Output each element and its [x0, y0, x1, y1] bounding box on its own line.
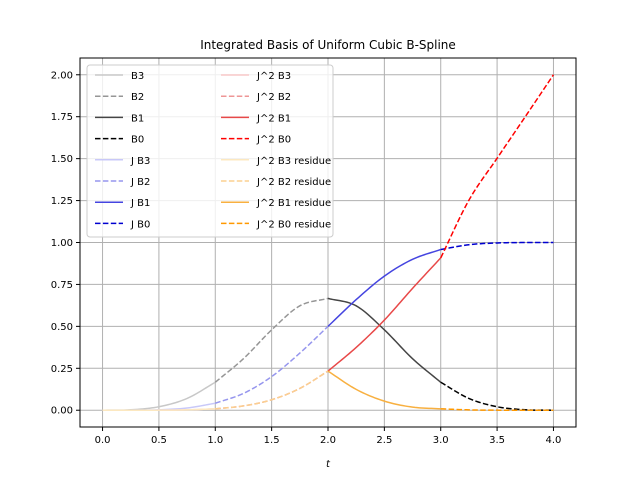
legend-label: J B0 — [130, 219, 150, 230]
legend-label: J^2 B3 — [256, 71, 291, 82]
y-tick-label: 1.75 — [51, 112, 73, 123]
legend-label: B3 — [131, 71, 144, 82]
legend-label: J^2 B3 residue — [256, 156, 331, 167]
series-line-6 — [327, 248, 441, 327]
series-line-15 — [440, 408, 554, 411]
legend-label: J^2 B1 residue — [256, 198, 331, 209]
series-layer — [102, 74, 555, 411]
y-tick-label: 0.00 — [51, 406, 73, 417]
series-line-3 — [440, 381, 554, 411]
legend-label: J B2 — [130, 177, 150, 188]
axis-ticks: 0.0 0.5 1.0 1.5 2.0 2.5 3.0 3.5 4.0 0.00 0.25 0.50 0… — [51, 70, 562, 446]
legend-label: J^2 B2 residue — [256, 177, 331, 188]
y-tick-label: 0.75 — [51, 280, 73, 291]
series-line-1 — [214, 297, 329, 383]
series-line-2 — [327, 297, 442, 383]
y-tick-label: 0.25 — [51, 364, 73, 375]
legend-label: J^2 B0 residue — [256, 219, 331, 230]
x-tick-label: 1.0 — [207, 435, 223, 446]
x-tick-label: 2.5 — [376, 435, 392, 446]
y-tick-label: 2.00 — [51, 70, 73, 81]
x-axis-label: t — [326, 459, 331, 470]
legend-label: J^2 B2 — [256, 92, 291, 103]
x-tick-label: 0.0 — [95, 435, 111, 446]
series-line-12 — [102, 408, 216, 411]
x-tick-label: 2.0 — [320, 435, 336, 446]
series-line-14 — [327, 370, 441, 410]
x-tick-label: 3.5 — [489, 435, 505, 446]
legend-label: B1 — [131, 113, 144, 124]
legend: B3 B2 B1 B0 J B3 J B2 J B1 J B0 J^2 B3 J^2 B2 J^2 … — [86, 64, 334, 238]
x-tick-label: 3.0 — [433, 435, 449, 446]
x-tick-label: 4.0 — [546, 435, 562, 446]
legend-label: J B1 — [130, 198, 150, 209]
legend-label: J B3 — [130, 156, 150, 167]
x-tick-label: 1.5 — [264, 435, 280, 446]
series-line-10 — [327, 257, 442, 372]
x-tick-label: 0.5 — [151, 435, 167, 446]
y-tick-label: 1.50 — [51, 154, 73, 165]
series-line-5 — [215, 325, 329, 404]
y-tick-label: 1.25 — [51, 196, 73, 207]
series-line-11 — [440, 74, 555, 259]
legend-label: B0 — [131, 135, 144, 146]
legend-label: J^2 B1 — [256, 113, 291, 124]
chart-title: Integrated Basis of Uniform Cubic B-Spli… — [200, 38, 456, 52]
series-line-13 — [215, 370, 329, 410]
y-tick-label: 0.50 — [51, 322, 73, 333]
legend-box — [86, 64, 334, 238]
series-line-7 — [440, 241, 554, 251]
legend-label: J^2 B0 — [256, 135, 291, 146]
legend-label: B2 — [131, 92, 144, 103]
y-tick-label: 1.00 — [51, 238, 73, 249]
